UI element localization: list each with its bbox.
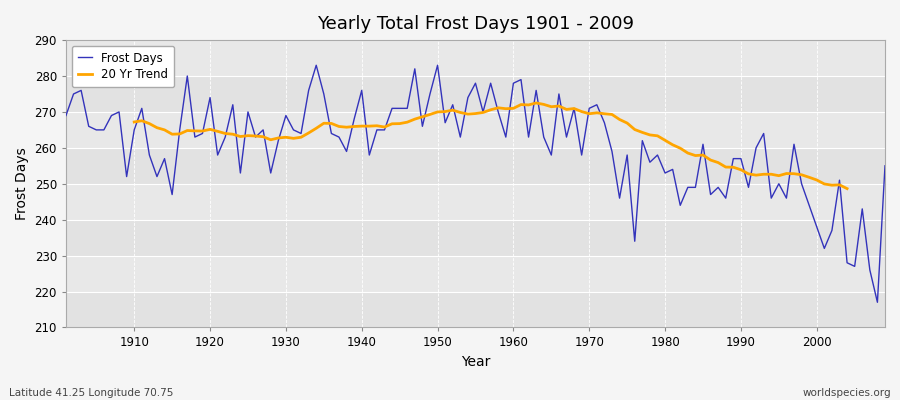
20 Yr Trend xyxy=(159,128,170,132)
20 Yr Trend xyxy=(531,100,542,105)
Bar xyxy=(66,112,885,148)
X-axis label: Year: Year xyxy=(461,355,491,369)
20 Yr Trend xyxy=(660,138,670,143)
Bar xyxy=(66,292,885,328)
Title: Yearly Total Frost Days 1901 - 2009: Yearly Total Frost Days 1901 - 2009 xyxy=(317,15,634,33)
20 Yr Trend xyxy=(637,130,648,135)
20 Yr Trend xyxy=(842,186,852,191)
Frost Days xyxy=(516,77,526,82)
Bar xyxy=(66,148,885,184)
Frost Days xyxy=(872,300,883,305)
Frost Days xyxy=(310,63,321,68)
Bar xyxy=(66,76,885,112)
Frost Days xyxy=(341,149,352,154)
Frost Days xyxy=(879,164,890,168)
Line: Frost Days: Frost Days xyxy=(66,65,885,302)
Frost Days xyxy=(122,174,132,179)
Text: worldspecies.org: worldspecies.org xyxy=(803,388,891,398)
Frost Days xyxy=(508,81,518,86)
Legend: Frost Days, 20 Yr Trend: Frost Days, 20 Yr Trend xyxy=(72,46,175,87)
20 Yr Trend xyxy=(667,142,678,147)
Bar xyxy=(66,184,885,220)
Bar xyxy=(66,220,885,256)
Text: Latitude 41.25 Longitude 70.75: Latitude 41.25 Longitude 70.75 xyxy=(9,388,174,398)
Bar xyxy=(66,40,885,76)
20 Yr Trend xyxy=(257,134,268,139)
Bar xyxy=(66,256,885,292)
20 Yr Trend xyxy=(129,120,140,124)
Frost Days xyxy=(288,128,299,132)
Frost Days xyxy=(607,149,617,154)
Line: 20 Yr Trend: 20 Yr Trend xyxy=(134,103,847,189)
20 Yr Trend xyxy=(622,121,633,126)
Y-axis label: Frost Days: Frost Days xyxy=(15,147,29,220)
Frost Days xyxy=(60,113,71,118)
